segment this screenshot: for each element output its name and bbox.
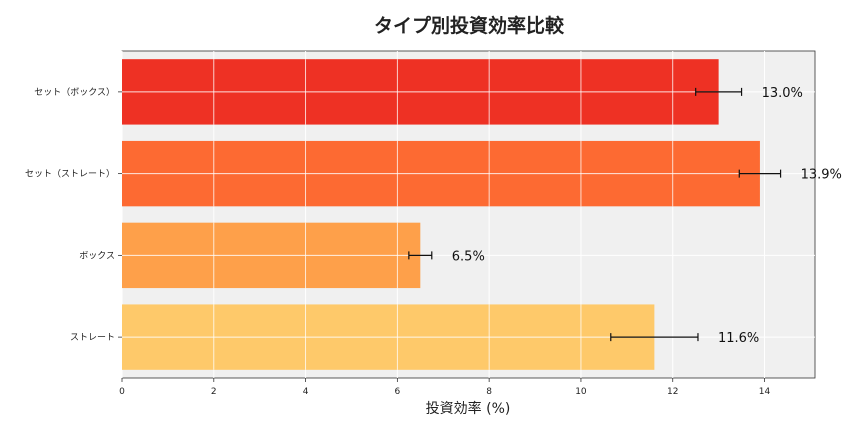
category-label: セット（ボックス） <box>34 87 115 98</box>
chart-title: タイプ別投資効率比較 <box>374 14 565 37</box>
x-tick-label: 4 <box>303 387 309 397</box>
bars <box>122 59 760 370</box>
x-axis-label: 投資効率 (%) <box>426 400 511 417</box>
error-bars <box>408 87 782 342</box>
data-label: 13.9% <box>801 168 842 183</box>
data-label: 6.5% <box>452 249 485 264</box>
category-label: ボックス <box>79 250 115 261</box>
x-tick-label: 8 <box>486 387 492 397</box>
data-label: 11.6% <box>718 331 759 346</box>
x-tick-label: 14 <box>759 387 771 397</box>
x-tick-label: 2 <box>211 387 217 397</box>
x-tick-label: 12 <box>667 387 678 397</box>
x-tick-label: 0 <box>119 387 125 397</box>
category-label: セット（ストレート） <box>25 169 115 180</box>
x-tick-label: 10 <box>575 387 587 397</box>
data-labels: 13.0% 13.9% 6.5% 11.6% <box>452 86 842 346</box>
data-label: 13.0% <box>762 86 803 101</box>
x-tick-label: 6 <box>394 387 400 397</box>
category-label: ストレート <box>70 333 115 343</box>
